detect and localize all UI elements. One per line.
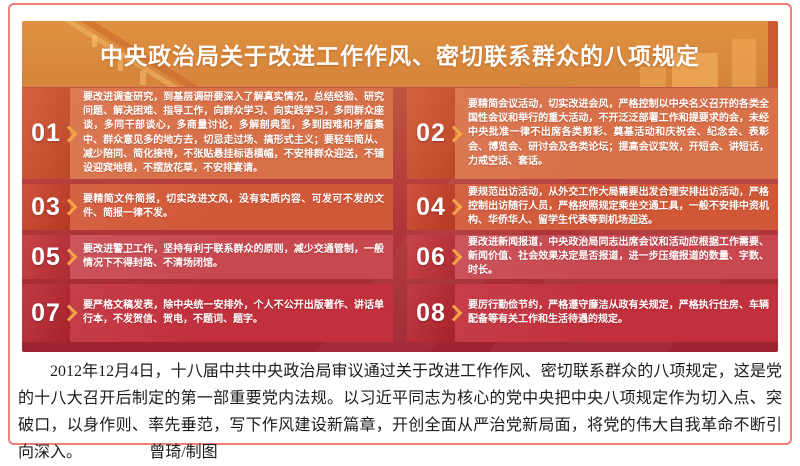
footer-paragraph-text: 2012年12月4日，十八届中共中央政治局审议通过关于改进工作作风、密切联系群众… [18,363,782,461]
item-text: 要精简会议活动，切实改进会风，严格控制以中央名义召开的各类全国性会议和举行的重大… [468,98,769,167]
item-text: 要规范出访活动，从外交工作大局需要出发合理安排出访活动，严格控制出访随行人员，严… [468,186,769,227]
footer-section: 2012年12月4日，十八届中共中央政治局审议通过关于改进工作作风、密切联系群众… [18,358,782,466]
item-text: 要改进警卫工作，坚持有利于联系群众的原则，减少交通管制，一般情况下不得封路、不清… [83,243,384,269]
poster-title: 中央政治局关于改进工作作风、密切联系群众的八项规定 [100,43,700,69]
regulation-row: 05 要改进警卫工作，坚持有利于联系群众的原则，减少交通管制，一般情况下不得封路… [22,235,778,279]
poster-body: 01 要改进调查研究，到基层调研要深入了解真实情况，总结经验、研究问题、解决困难… [22,87,778,352]
item-number-block: 08 [407,284,463,342]
building-window-icon [140,71,146,85]
regulation-item-07: 07 要严格文稿发表，除中央统一安排外，个人不公开出版著作、讲话单行本，不发贺信… [22,284,393,342]
item-number-block: 06 [407,235,463,279]
item-text-panel: 要规范出访活动，从外交工作大局需要出发合理安排出访活动，严格控制出访随行人员，严… [455,184,778,230]
item-text-panel: 要严格文稿发表，除中央统一安排外，个人不公开出版著作、讲话单行本，不发贺信、贺电… [70,284,393,342]
footer-paragraph: 2012年12月4日，十八届中共中央政治局审议通过关于改进工作作风、密切联系群众… [18,358,782,466]
item-text-panel: 要改进调查研究，到基层调研要深入了解真实情况，总结经验、研究问题、解决困难、指导… [70,88,393,179]
item-number-block: 02 [407,88,463,179]
poster: 中央政治局关于改进工作作风、密切联系群众的八项规定 01 要改进调查研究，到基层… [22,21,778,352]
item-number: 05 [31,242,61,271]
regulation-item-01: 01 要改进调查研究，到基层调研要深入了解真实情况，总结经验、研究问题、解决困难… [22,88,393,179]
item-text: 要精简文件简报，切实改进文风，没有实质内容、可发可不发的文件、简报一律不发。 [83,193,384,219]
item-number: 08 [416,298,446,327]
item-text-panel: 要改进新闻报道，中央政治局同志出席会议和活动应根据工作需要、新闻价值、社会效果决… [455,235,778,279]
poster-header: 中央政治局关于改进工作作风、密切联系群众的八项规定 [22,21,778,87]
item-number: 03 [31,192,61,221]
regulation-item-08: 08 要厉行勤俭节约，严格遵守廉洁从政有关规定，严格执行住房、车辆配备等有关工作… [407,284,778,342]
item-text-panel: 要精简会议活动，切实改进会风，严格控制以中央名义召开的各类全国性会议和举行的重大… [455,88,778,179]
building-icon [768,21,778,87]
regulation-row: 01 要改进调查研究，到基层调研要深入了解真实情况，总结经验、研究问题、解决困难… [22,88,778,179]
building-window-icon [118,55,123,71]
building-window-icon [92,35,97,47]
item-number-block: 05 [22,235,78,279]
regulation-row: 03 要精简文件简报，切实改进文风，没有实质内容、可发可不发的文件、简报一律不发… [22,184,778,230]
regulation-item-02: 02 要精简会议活动，切实改进会风，严格控制以中央名义召开的各类全国性会议和举行… [407,88,778,179]
item-text-panel: 要厉行勤俭节约，严格遵守廉洁从政有关规定，严格执行住房、车辆配备等有关工作和生活… [455,284,778,342]
regulation-row: 07 要严格文稿发表，除中央统一安排外，个人不公开出版著作、讲话单行本，不发贺信… [22,284,778,342]
item-number: 04 [416,192,446,221]
item-text: 要改进调查研究，到基层调研要深入了解真实情况，总结经验、研究问题、解决困难、指导… [83,91,384,174]
credit-label: 曾琦/制图 [149,444,218,461]
item-number-block: 07 [22,284,78,342]
building-icon [640,67,666,87]
item-number-block: 03 [22,184,78,230]
building-icon [672,53,718,87]
item-text: 要改进新闻报道，中央政治局同志出席会议和活动应根据工作需要、新闻价值、社会效果决… [468,236,769,277]
item-number: 07 [31,298,61,327]
regulation-item-03: 03 要精简文件简报，切实改进文风，没有实质内容、可发可不发的文件、简报一律不发… [22,184,393,230]
item-text: 要厉行勤俭节约，严格遵守廉洁从政有关规定，严格执行住房、车辆配备等有关工作和生活… [468,299,769,325]
building-icon [732,39,756,87]
regulation-item-04: 04 要规范出访活动，从外交工作大局需要出发合理安排出访活动，严格控制出访随行人… [407,184,778,230]
item-number-block: 01 [22,88,78,179]
item-number-block: 04 [407,184,463,230]
item-number: 01 [31,119,61,147]
item-text: 要严格文稿发表，除中央统一安排外，个人不公开出版著作、讲话单行本，不发贺信、贺电… [83,299,384,325]
regulation-item-06: 06 要改进新闻报道，中央政治局同志出席会议和活动应根据工作需要、新闻价值、社会… [407,235,778,279]
item-number: 02 [416,119,446,147]
regulation-item-05: 05 要改进警卫工作，坚持有利于联系群众的原则，减少交通管制，一般情况下不得封路… [22,235,393,279]
item-text-panel: 要精简文件简报，切实改进文风，没有实质内容、可发可不发的文件、简报一律不发。 [70,184,393,230]
item-text-panel: 要改进警卫工作，坚持有利于联系群众的原则，减少交通管制，一般情况下不得封路、不清… [70,235,393,279]
item-number: 06 [416,242,446,271]
